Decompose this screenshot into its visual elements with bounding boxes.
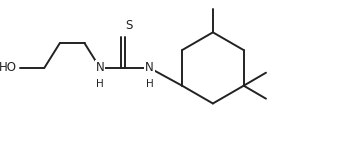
Text: N: N — [96, 61, 104, 74]
Text: HO: HO — [0, 61, 17, 74]
Text: S: S — [126, 19, 133, 32]
Text: N: N — [145, 61, 154, 74]
Text: H: H — [96, 79, 104, 89]
Text: H: H — [146, 79, 153, 89]
